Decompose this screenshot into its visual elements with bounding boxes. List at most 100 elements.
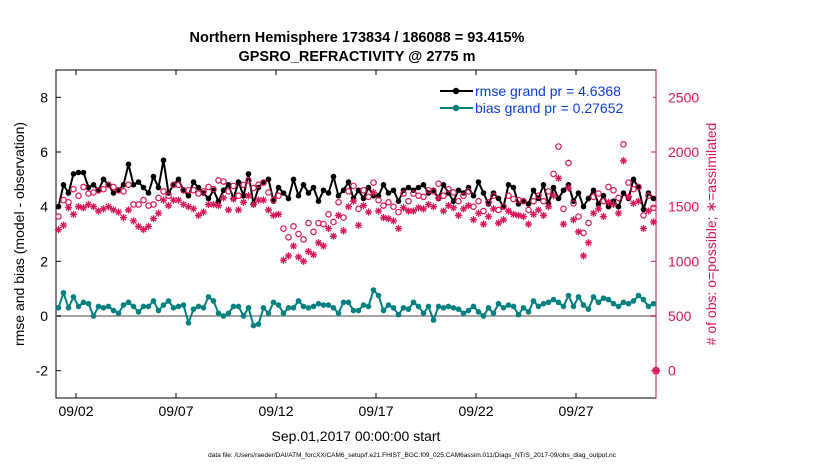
assimilated-point — [214, 201, 223, 210]
assimilated-point — [379, 214, 388, 222]
assimilated-point — [304, 247, 313, 256]
bias-point — [570, 303, 577, 310]
possible-point — [555, 143, 562, 150]
assimilated-point — [274, 210, 283, 218]
assimilated-point — [494, 219, 503, 227]
assimilated-point — [84, 200, 93, 209]
assimilated-point — [279, 256, 288, 264]
bias-point — [585, 306, 592, 312]
rmse-point — [75, 169, 82, 176]
bias-point — [90, 313, 97, 319]
assimilated-point — [614, 209, 623, 217]
assimilated-point — [139, 226, 148, 234]
possible-point — [405, 197, 412, 205]
legend-box — [435, 78, 653, 120]
bias-point — [445, 303, 452, 310]
bias-point — [475, 309, 482, 315]
assimilated-point — [89, 203, 98, 211]
bias-point — [245, 305, 252, 311]
assimilated-point — [254, 196, 263, 204]
y-tick-label-left: 6 — [40, 144, 48, 160]
rmse-point — [265, 176, 272, 183]
rmse-point — [450, 198, 457, 204]
assimilated-point — [174, 196, 183, 204]
possible-point — [575, 213, 582, 220]
assimilated-point — [329, 232, 338, 240]
bias-point — [140, 303, 147, 310]
bias-point — [470, 303, 477, 310]
x-tick-label: 09/27 — [558, 403, 593, 419]
assimilated-point — [484, 212, 493, 221]
possible-point — [465, 188, 472, 195]
rmse-point — [215, 198, 222, 204]
assimilated-point — [634, 197, 643, 205]
rmse-point — [125, 161, 132, 168]
possible-point — [230, 182, 237, 190]
possible-point — [595, 190, 602, 197]
bias-point — [60, 289, 67, 296]
rmse-point — [305, 190, 312, 196]
assimilated-point — [524, 220, 533, 228]
assimilated-point — [444, 201, 453, 210]
rmse-point — [290, 176, 297, 183]
assimilated-point — [649, 218, 658, 226]
bias-point — [155, 307, 162, 314]
bias-point — [110, 307, 117, 314]
assimilated-point — [94, 207, 103, 215]
y-tick-label-right: 2500 — [668, 89, 699, 105]
bias-point — [555, 299, 562, 306]
rmse-point — [510, 184, 517, 191]
possible-point — [350, 182, 357, 190]
assimilated-point — [404, 207, 413, 215]
bias-point — [385, 302, 392, 308]
bias-point — [210, 298, 217, 304]
assimilated-point — [69, 210, 78, 218]
rmse-point — [240, 192, 247, 199]
rmse-point — [630, 176, 637, 183]
bias-point — [120, 302, 127, 308]
assimilated-point — [594, 205, 603, 213]
x-tick-label: 09/12 — [258, 403, 293, 419]
assimilated-point — [534, 206, 543, 214]
assimilated-point — [79, 204, 88, 212]
bias-point — [225, 310, 232, 317]
rmse-point — [315, 198, 322, 204]
bias-point — [280, 310, 287, 317]
possible-point — [120, 188, 127, 195]
assimilated-point — [119, 214, 128, 222]
possible-point — [400, 190, 407, 197]
bias-point — [135, 309, 142, 315]
assimilated-point — [184, 203, 193, 211]
rmse-point — [390, 187, 397, 194]
bias-point — [75, 303, 82, 310]
bias-point — [195, 303, 202, 310]
bias-point — [70, 294, 77, 300]
bias-point — [650, 300, 657, 307]
bias-point — [375, 292, 382, 299]
bias-point — [290, 305, 297, 311]
bias-point — [200, 305, 207, 311]
x-tick-label: 09/22 — [458, 403, 493, 419]
bias-point — [645, 303, 652, 310]
bias-point — [165, 298, 172, 304]
rmse-point — [70, 171, 77, 177]
rmse-point — [110, 190, 117, 196]
assimilated-point — [59, 221, 68, 229]
rmse-point — [485, 201, 492, 207]
y-tick-label-right: 1000 — [668, 253, 699, 269]
rmse-point — [520, 198, 527, 204]
rmse-point — [590, 187, 597, 194]
bias-point — [560, 303, 567, 310]
rmse-point — [325, 190, 332, 196]
assimilated-point — [474, 209, 483, 217]
assimilated-point — [624, 193, 633, 201]
possible-point — [290, 223, 297, 230]
rmse-point — [540, 182, 547, 188]
possible-point — [375, 196, 382, 204]
possible-point — [100, 185, 107, 193]
rmse-point — [95, 187, 102, 194]
rmse-point — [385, 190, 392, 196]
assimilated-point — [609, 200, 618, 209]
assimilated-point — [149, 215, 158, 223]
data-file-footer: data file: /Users/raeder/DAI/ATM_forcXX/… — [208, 452, 617, 459]
